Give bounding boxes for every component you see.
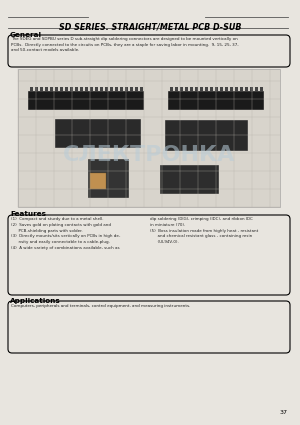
Bar [88, 159, 128, 197]
Bar [60, 87, 62, 91]
Bar [135, 87, 137, 91]
Bar [55, 119, 140, 147]
Bar [165, 120, 247, 150]
Text: 37: 37 [280, 410, 288, 415]
Bar [130, 87, 133, 91]
Bar [185, 87, 188, 91]
Bar [215, 87, 218, 91]
Bar [95, 87, 98, 91]
Bar [140, 87, 142, 91]
Bar [160, 165, 218, 193]
Bar [210, 87, 212, 91]
Text: Features: Features [10, 211, 46, 217]
Text: The SDEG and SDPBU series D sub-straight dip soldering connectors are designed t: The SDEG and SDPBU series D sub-straight… [11, 37, 238, 52]
Bar [75, 87, 77, 91]
Bar [28, 91, 143, 109]
Text: SD SERIES. STRAIGHT/METAL PCB D-SUB: SD SERIES. STRAIGHT/METAL PCB D-SUB [59, 22, 241, 31]
Bar [100, 87, 103, 91]
Bar [190, 87, 193, 91]
Bar [230, 87, 232, 91]
Bar [35, 87, 38, 91]
Bar [225, 87, 227, 91]
Bar [55, 87, 58, 91]
Bar [195, 87, 197, 91]
Bar [205, 87, 208, 91]
Bar [220, 87, 223, 91]
Text: General: General [10, 32, 42, 38]
Bar [90, 173, 106, 189]
Bar [115, 87, 118, 91]
Bar [65, 87, 68, 91]
Bar [125, 87, 128, 91]
Bar [260, 87, 262, 91]
Bar [168, 91, 263, 109]
Bar [105, 87, 107, 91]
Bar [180, 87, 182, 91]
Text: dip soldering (DIG), crimping (IDC), and ribbon IDC
in miniature (70).
(5)  Boss: dip soldering (DIG), crimping (IDC), and… [150, 217, 258, 244]
Text: СЛЕКТРОНКА: СЛЕКТРОНКА [63, 145, 235, 165]
Bar [250, 87, 253, 91]
Bar [170, 87, 172, 91]
Bar [90, 87, 92, 91]
Bar [70, 87, 73, 91]
Bar [120, 87, 122, 91]
Text: Computers, peripherals and terminals, control equipment, and measuring instrumen: Computers, peripherals and terminals, co… [11, 304, 190, 308]
Bar [245, 87, 248, 91]
Bar [85, 87, 88, 91]
Bar [255, 87, 257, 91]
Bar [200, 87, 203, 91]
Bar [40, 87, 43, 91]
Text: Applications: Applications [10, 298, 61, 304]
Bar [175, 87, 178, 91]
Bar [45, 87, 47, 91]
Bar [235, 87, 238, 91]
Bar [80, 87, 83, 91]
Bar [240, 87, 242, 91]
Bar [18, 69, 280, 207]
Bar [50, 87, 52, 91]
Bar [30, 87, 32, 91]
Bar [110, 87, 112, 91]
Text: (1)  Compact and sturdy due to a metal shell.
(2)  Saves gold on plating contact: (1) Compact and sturdy due to a metal sh… [11, 217, 120, 250]
